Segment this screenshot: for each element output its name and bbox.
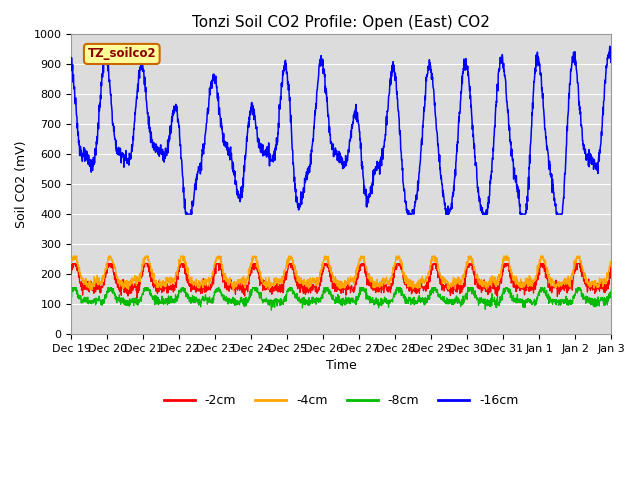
Y-axis label: Soil CO2 (mV): Soil CO2 (mV) xyxy=(15,140,28,228)
Title: Tonzi Soil CO2 Profile: Open (East) CO2: Tonzi Soil CO2 Profile: Open (East) CO2 xyxy=(192,15,490,30)
X-axis label: Time: Time xyxy=(326,360,356,372)
Legend: -2cm, -4cm, -8cm, -16cm: -2cm, -4cm, -8cm, -16cm xyxy=(159,389,524,412)
Text: TZ_soilco2: TZ_soilco2 xyxy=(88,48,156,60)
